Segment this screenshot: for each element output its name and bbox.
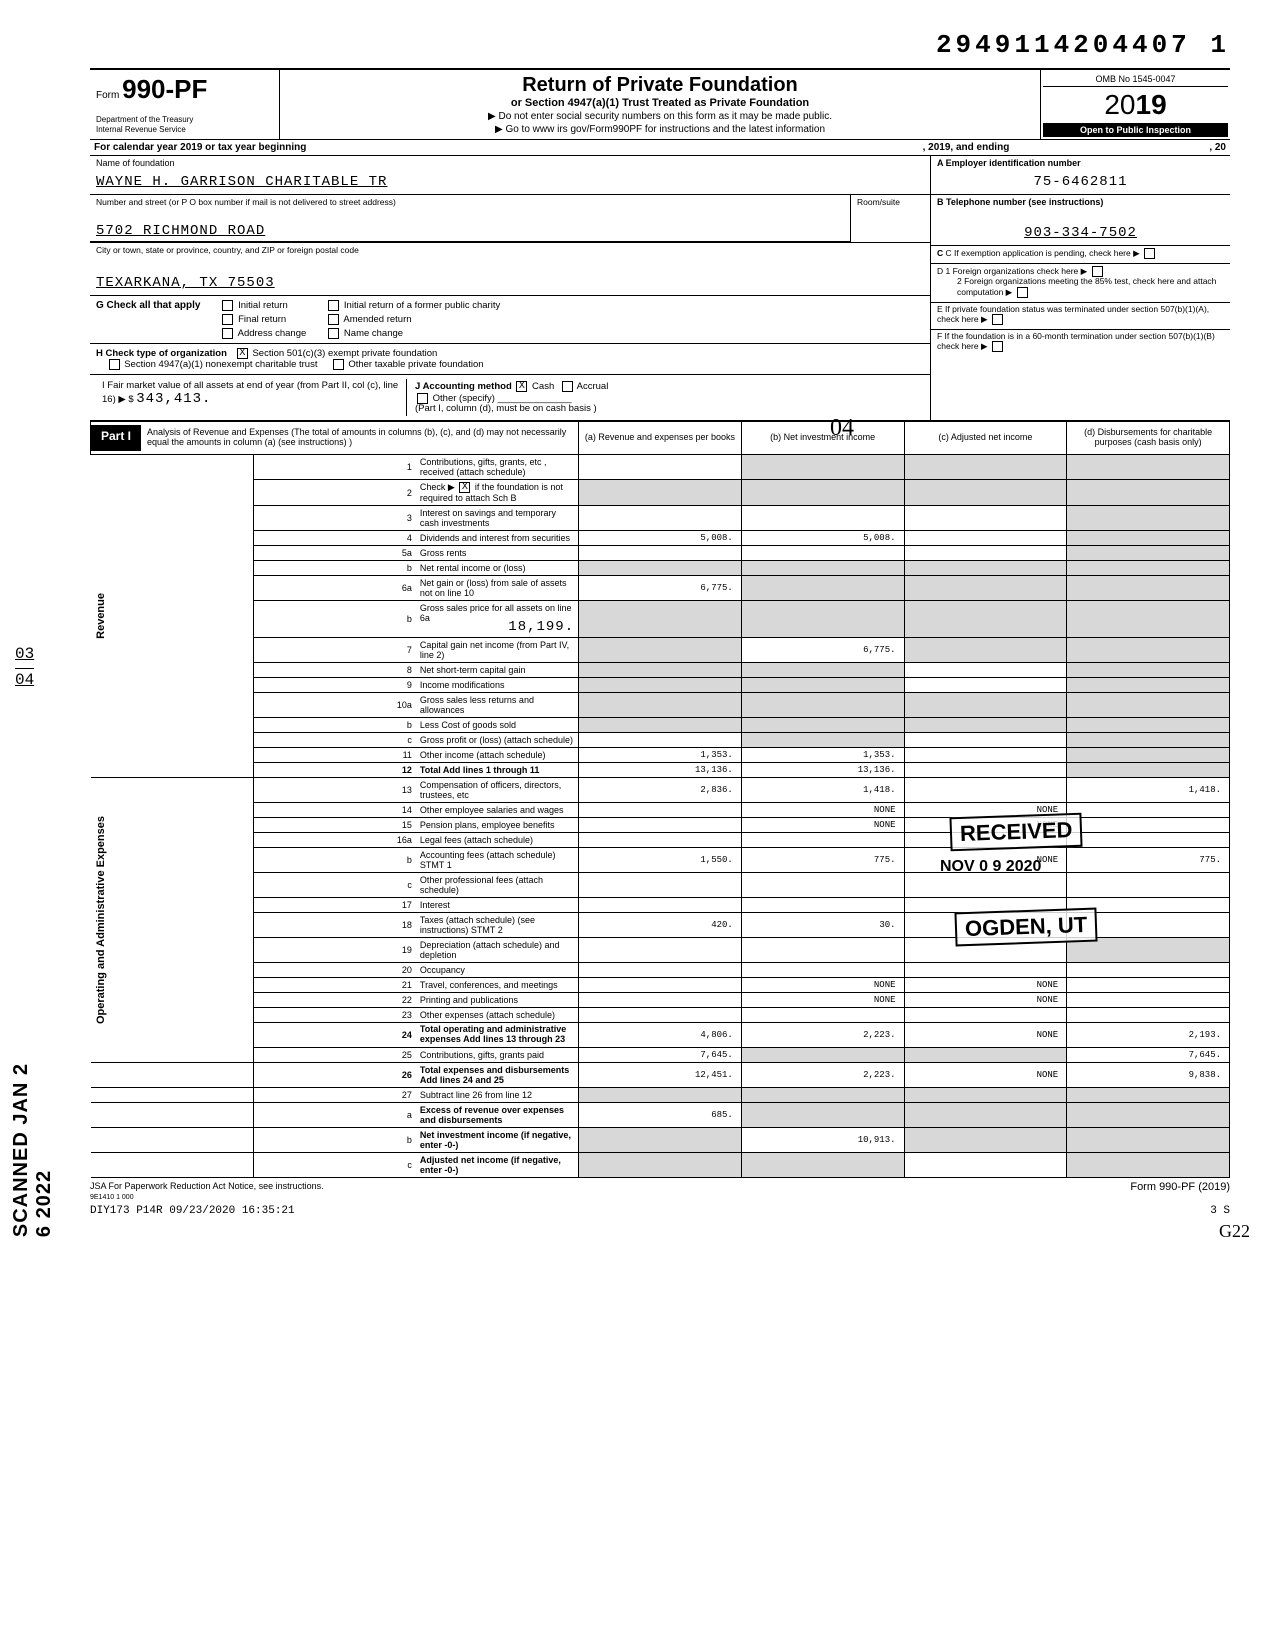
section-h: H Check type of organization X Section 5…	[90, 344, 930, 375]
scanned-stamp: SCANNED JAN 2 6 2022	[10, 1050, 56, 1237]
section-g: G Check all that apply Initial return Fi…	[90, 296, 930, 344]
title-box: Return of Private Foundation or Section …	[280, 70, 1040, 139]
part1-table: Part I Analysis of Revenue and Expenses …	[90, 421, 1230, 1178]
document-id: 2949114204407 1	[90, 30, 1230, 60]
section-i-j: I Fair market value of all assets at end…	[90, 375, 930, 420]
calendar-year-row: For calendar year 2019 or tax year begin…	[90, 140, 1230, 156]
ogden-stamp: OGDEN, UT	[954, 908, 1097, 947]
handwritten-g22: G22	[1219, 1221, 1250, 1242]
f-cell: F If the foundation is in a 60-month ter…	[931, 330, 1230, 356]
form-box: Form 990-PF Department of the TreasuryIn…	[90, 70, 280, 139]
c-cell: C C If exemption application is pending,…	[931, 246, 1230, 264]
part1-label: Part I	[91, 425, 141, 451]
year-box: OMB No 1545-0047 2019 Open to Public Ins…	[1040, 70, 1230, 139]
margin-04: 04	[15, 668, 34, 689]
name-cell: Name of foundation WAYNE H. GARRISON CHA…	[90, 156, 930, 195]
revenue-label: Revenue	[95, 593, 107, 639]
city-cell: City or town, state or province, country…	[90, 243, 930, 296]
d-cell: D 1 Foreign organizations check here ▶ 2…	[931, 264, 1230, 302]
handwritten-04: 04	[830, 415, 854, 442]
footer-line: DIY173 P14R 09/23/2020 16:35:21 3 S	[90, 1205, 1230, 1217]
ein-cell: A Employer identification number 75-6462…	[931, 156, 1230, 195]
e-cell: E If private foundation status was termi…	[931, 303, 1230, 330]
phone-cell: B Telephone number (see instructions) 90…	[931, 195, 1230, 246]
expenses-label: Operating and Administrative Expenses	[95, 816, 107, 1024]
margin-03: 03	[15, 645, 34, 663]
room-cell: Room/suite	[850, 195, 930, 242]
stamp-date: NOV 0 9 2020	[940, 858, 1041, 876]
address-cell: Number and street (or P O box number if …	[90, 195, 850, 242]
received-stamp: RECEIVED	[949, 813, 1083, 852]
footer: JSA For Paperwork Reduction Act Notice, …	[90, 1181, 1230, 1201]
